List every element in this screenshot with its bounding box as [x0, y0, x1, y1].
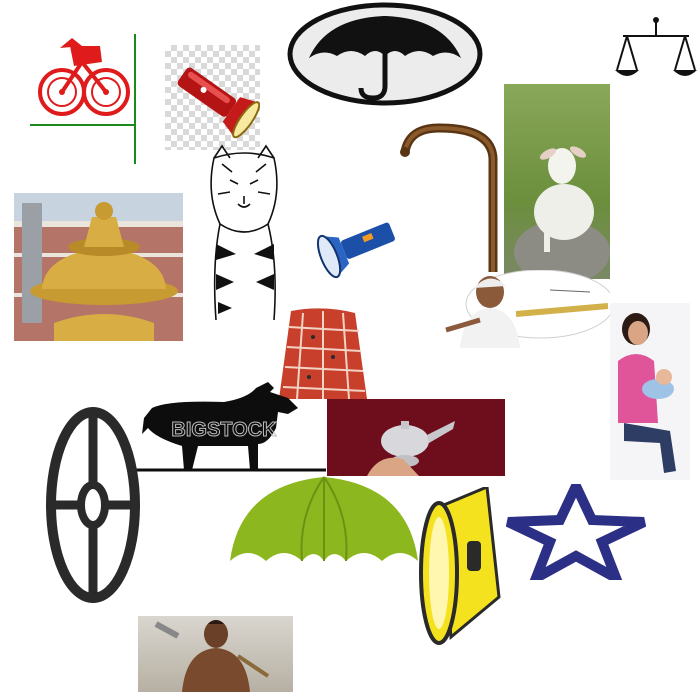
- temple-kalash-photo: [14, 193, 183, 341]
- scales-icon: [615, 14, 697, 90]
- star-icon: [506, 484, 646, 580]
- farmer-photo: [440, 270, 610, 348]
- blue-torch-icon: [313, 204, 397, 288]
- labourer-photo: [138, 616, 293, 692]
- mother-child-photo: [610, 303, 690, 480]
- tiger-sketch: [202, 144, 287, 320]
- bicycle-icon: [30, 32, 138, 165]
- green-umbrella-icon: [228, 475, 420, 571]
- watermark-text: BIGSTOCK: [171, 419, 277, 441]
- yellow-torch-icon: [417, 487, 501, 650]
- umbrella-oval-icon: [287, 2, 483, 106]
- torch-icon: [165, 45, 260, 150]
- walking-stick-icon: [395, 122, 507, 272]
- lamb-photo: [504, 84, 610, 279]
- wheel-icon: [46, 407, 140, 603]
- patterned-cloth-photo: [279, 307, 368, 399]
- silver-lamp-photo: [327, 399, 505, 476]
- goat-silhouette: BIGSTOCK: [128, 378, 326, 475]
